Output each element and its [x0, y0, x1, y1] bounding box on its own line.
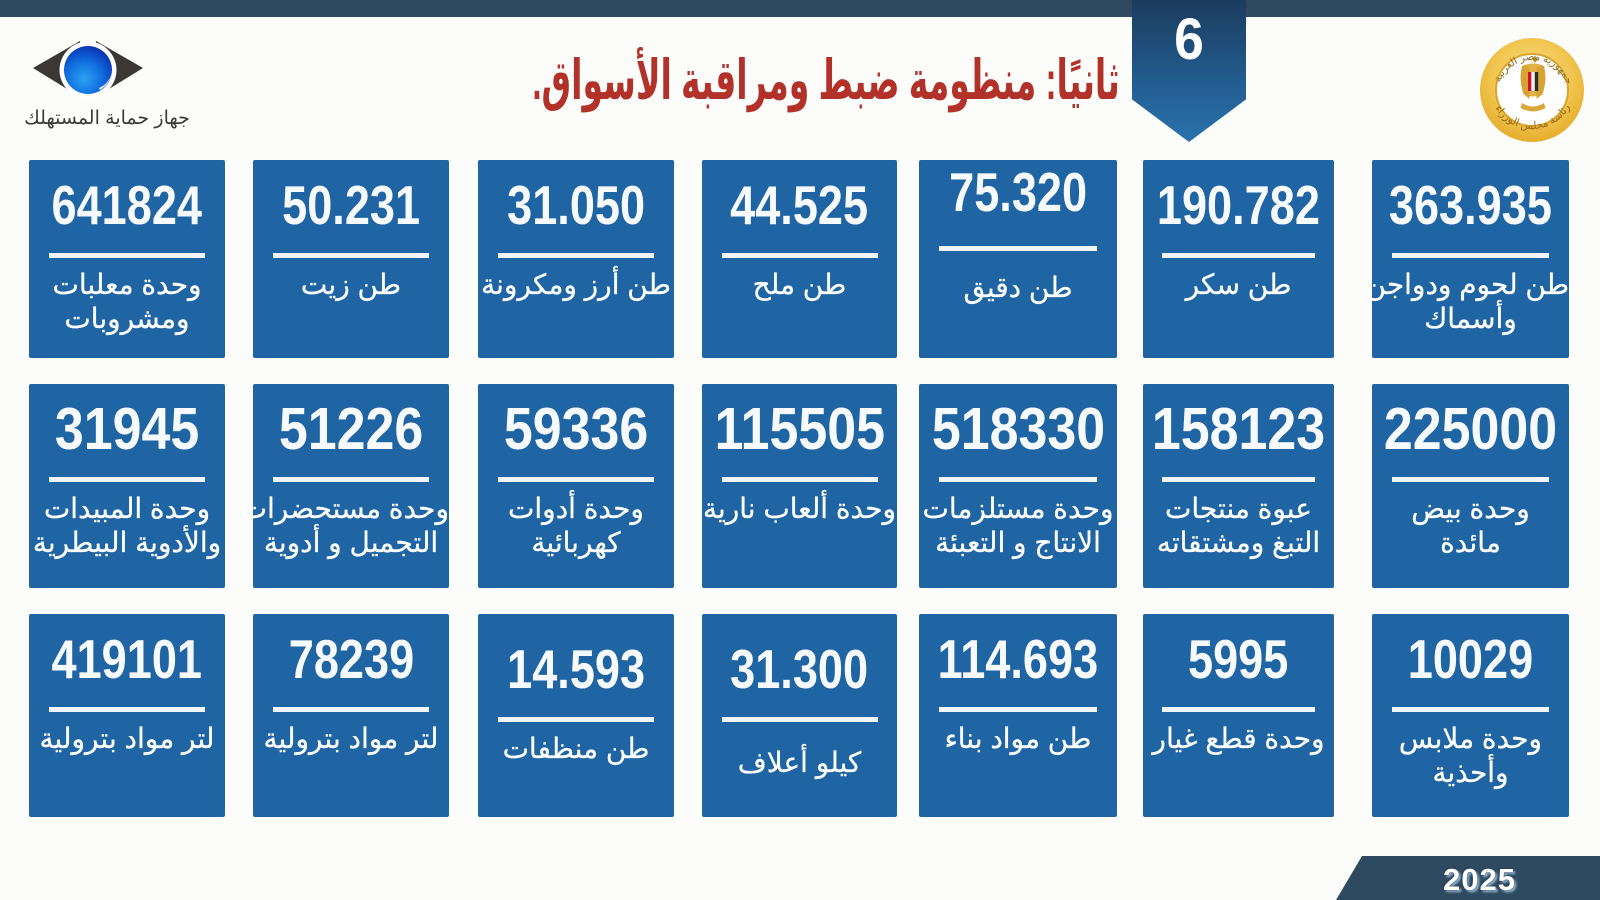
svg-text:جهاز حماية المستهلك: جهاز حماية المستهلك	[24, 108, 190, 129]
